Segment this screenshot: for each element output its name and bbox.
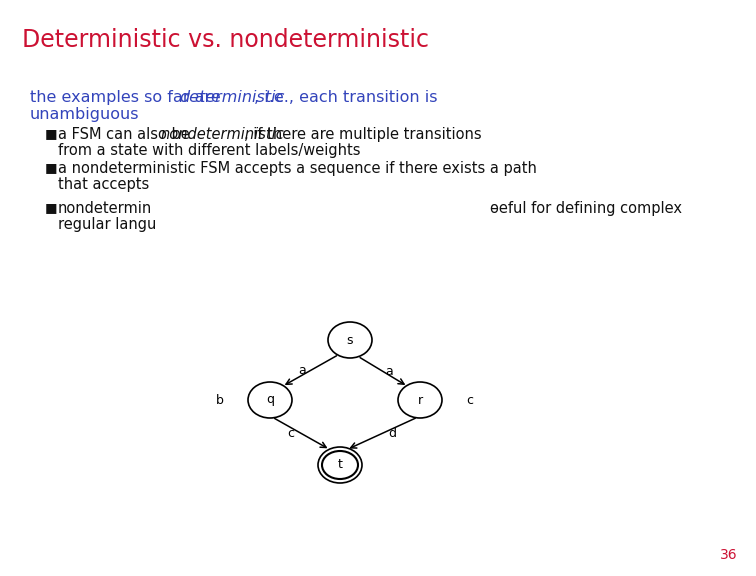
- Text: , i.e., each transition is: , i.e., each transition is: [254, 90, 437, 105]
- Text: , if there are multiple transitions: , if there are multiple transitions: [244, 127, 482, 142]
- Ellipse shape: [322, 451, 358, 479]
- Text: ■: ■: [45, 201, 57, 214]
- Text: s: s: [347, 334, 353, 347]
- Text: q: q: [266, 393, 274, 407]
- Ellipse shape: [248, 382, 292, 418]
- Text: c: c: [466, 393, 473, 407]
- Text: 36: 36: [720, 548, 738, 562]
- FancyArrowPatch shape: [251, 395, 258, 404]
- Text: from a state with different labels/weights: from a state with different labels/weigh…: [58, 143, 361, 158]
- Text: d: d: [388, 427, 396, 440]
- Text: t: t: [338, 458, 342, 472]
- FancyArrowPatch shape: [432, 396, 439, 404]
- Text: b: b: [216, 393, 224, 407]
- Text: ■: ■: [45, 161, 57, 174]
- Text: a: a: [299, 364, 306, 377]
- Text: r: r: [417, 393, 423, 407]
- Text: that accepts: that accepts: [58, 177, 149, 192]
- Text: Deterministic vs. nondeterministic: Deterministic vs. nondeterministic: [22, 28, 429, 52]
- Text: the examples so far are: the examples so far are: [30, 90, 226, 105]
- Text: a nondeterministic FSM accepts a sequence if there exists a path: a nondeterministic FSM accepts a sequenc…: [58, 161, 537, 176]
- Text: a FSM can also be: a FSM can also be: [58, 127, 194, 142]
- Text: ɵeful for defining complex: ɵeful for defining complex: [490, 201, 682, 216]
- Text: unambiguous: unambiguous: [30, 107, 140, 122]
- Text: deterministic: deterministic: [179, 90, 284, 105]
- Text: nondetermin: nondetermin: [58, 201, 152, 216]
- Ellipse shape: [328, 322, 372, 358]
- Text: c: c: [287, 427, 295, 440]
- Text: regular langu: regular langu: [58, 217, 156, 232]
- Ellipse shape: [398, 382, 442, 418]
- Ellipse shape: [318, 447, 362, 483]
- Text: a: a: [385, 365, 392, 378]
- Text: ■: ■: [45, 127, 57, 140]
- Text: nondeterministic: nondeterministic: [160, 127, 284, 142]
